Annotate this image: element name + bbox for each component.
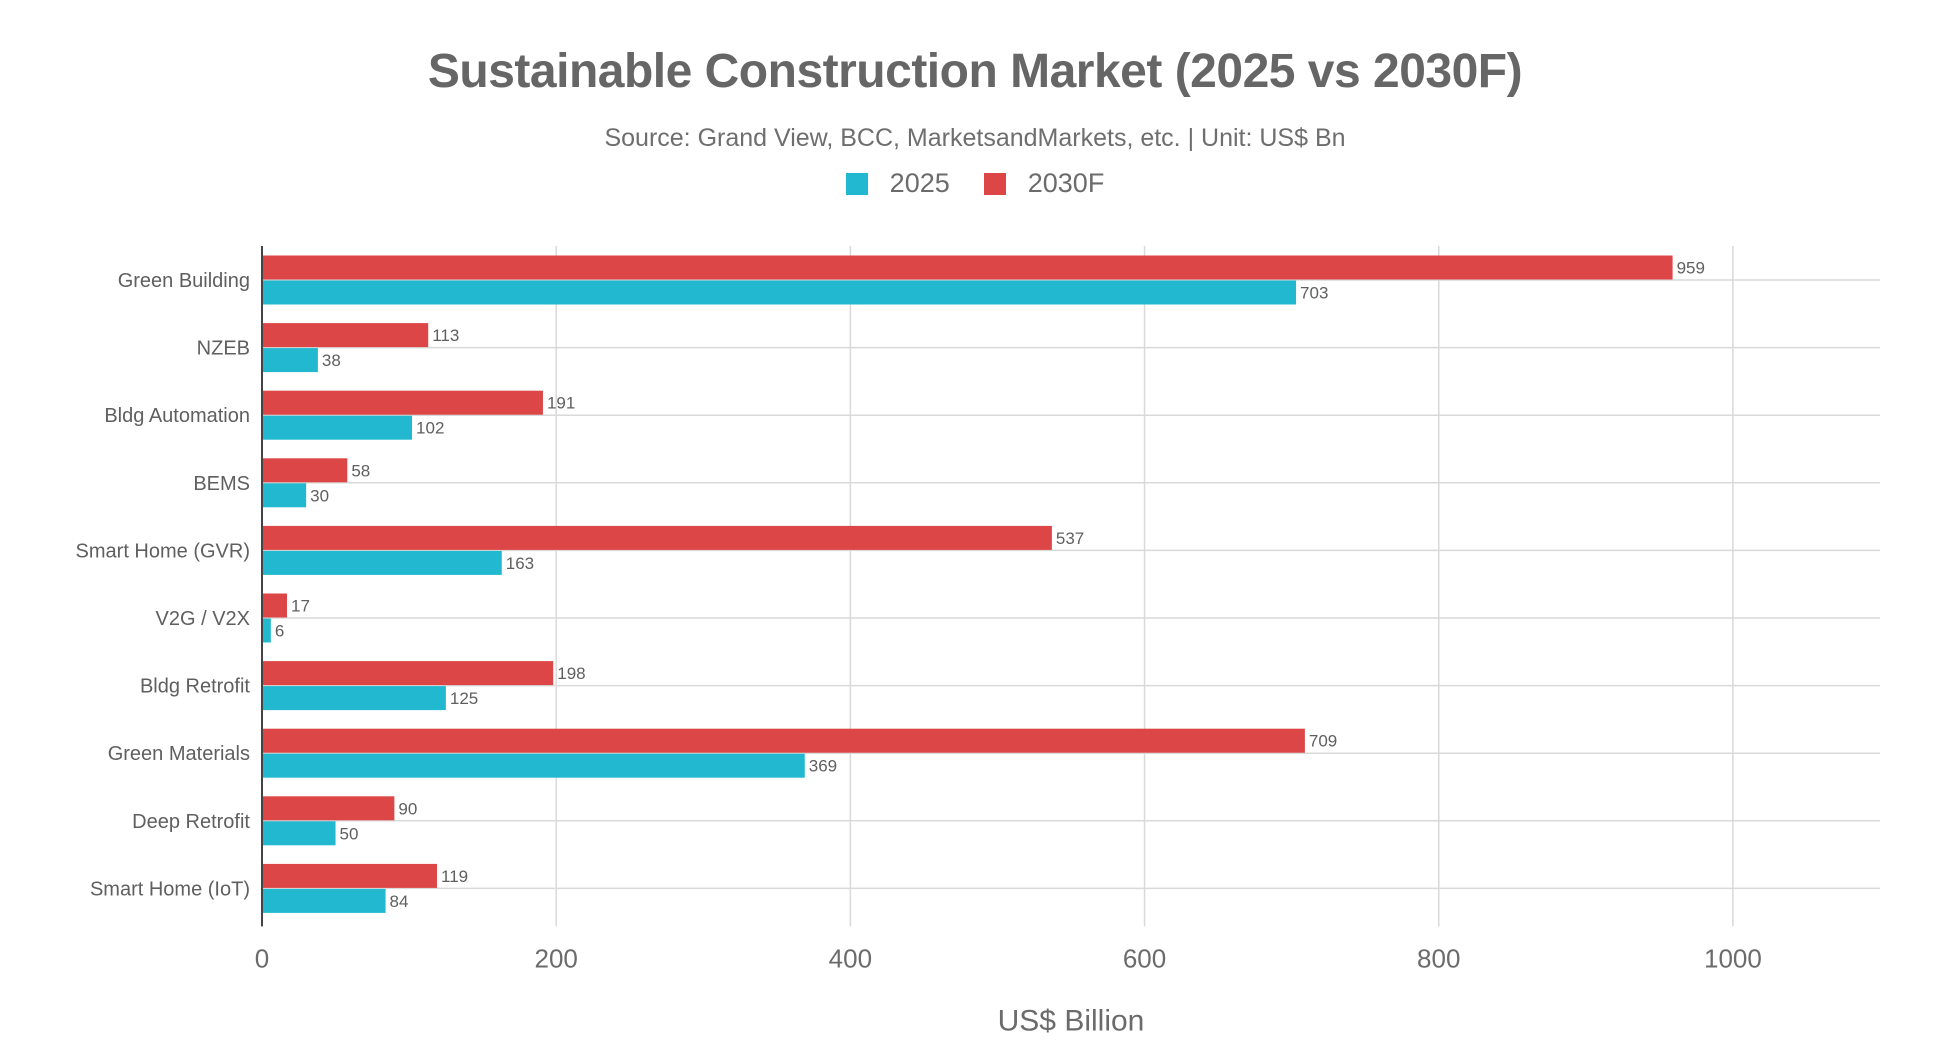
axes: 0 200 400 600 800 1000 Green Building NZEB Bldg … bbox=[76, 246, 1762, 973]
category-label-deep-retrofit: Deep Retrofit bbox=[132, 811, 250, 833]
category-label-bems: BEMS bbox=[193, 473, 250, 495]
category-label-v2g-v2x: V2G / V2X bbox=[156, 608, 251, 630]
value-label-green-building-2025: 703 bbox=[1300, 284, 1328, 303]
category-label-smart-home-iot: Smart Home (IoT) bbox=[90, 878, 250, 900]
legend-item-2030f[interactable]: 2030F bbox=[983, 168, 1105, 199]
chart-title: Sustainable Construction Market (2025 vs… bbox=[427, 45, 1523, 98]
chart-subtitle: Source: Grand View, BCC, MarketsandMarke… bbox=[604, 124, 1346, 152]
category-label-bldg-retrofit: Bldg Retrofit bbox=[140, 676, 250, 698]
value-label-bldg-automation-2030f: 191 bbox=[547, 394, 575, 413]
bar-v2g-v2x-2030f[interactable] bbox=[262, 593, 288, 618]
x-tick-label-400: 400 bbox=[829, 943, 872, 973]
bar-smart-home-iot-2025[interactable] bbox=[262, 888, 386, 913]
bar-smart-home-gvr-2025[interactable] bbox=[262, 550, 502, 575]
legend-label-2030f: 2030F bbox=[1027, 168, 1105, 198]
value-label-bems-2030f: 58 bbox=[351, 461, 370, 480]
value-label-deep-retrofit-2025: 50 bbox=[340, 824, 359, 843]
value-label-green-materials-2030f: 709 bbox=[1309, 732, 1337, 751]
bar-v2g-v2x-2025[interactable] bbox=[262, 618, 271, 643]
value-label-nzeb-2025: 38 bbox=[322, 351, 341, 370]
category-label-green-building: Green Building bbox=[118, 270, 250, 292]
x-tick-label-600: 600 bbox=[1123, 943, 1166, 973]
value-label-nzeb-2030f: 113 bbox=[432, 326, 459, 345]
legend-swatch-2030f bbox=[983, 172, 1006, 195]
bars: 703 959 38 113 102 191 30 58 163 537 6 17 125 198 369 7… bbox=[262, 255, 1705, 913]
category-label-green-materials: Green Materials bbox=[108, 743, 250, 765]
value-label-smart-home-iot-2025: 84 bbox=[390, 892, 409, 911]
x-tick-label-1000: 1000 bbox=[1704, 943, 1762, 973]
category-label-bldg-automation: Bldg Automation bbox=[104, 405, 250, 427]
value-label-bldg-retrofit-2025: 125 bbox=[450, 689, 478, 708]
value-label-deep-retrofit-2030f: 90 bbox=[398, 799, 417, 818]
value-label-smart-home-gvr-2025: 163 bbox=[506, 554, 534, 573]
x-tick-label-200: 200 bbox=[534, 943, 577, 973]
bar-nzeb-2030f[interactable] bbox=[262, 323, 429, 348]
bar-deep-retrofit-2025[interactable] bbox=[262, 821, 336, 846]
bar-bldg-automation-2025[interactable] bbox=[262, 415, 413, 440]
value-label-v2g-v2x-2025: 6 bbox=[275, 622, 284, 641]
category-label-nzeb: NZEB bbox=[197, 338, 250, 360]
bar-nzeb-2025[interactable] bbox=[262, 348, 318, 373]
category-label-smart-home-gvr: Smart Home (GVR) bbox=[76, 540, 250, 562]
bar-bldg-retrofit-2030f[interactable] bbox=[262, 661, 554, 686]
legend-item-2025[interactable]: 2025 bbox=[845, 168, 950, 199]
bar-green-materials-2025[interactable] bbox=[262, 753, 805, 778]
value-label-green-building-2030f: 959 bbox=[1677, 259, 1705, 278]
bar-bems-2030f[interactable] bbox=[262, 458, 348, 483]
legend-label-2025: 2025 bbox=[889, 168, 950, 198]
bar-smart-home-gvr-2030f[interactable] bbox=[262, 525, 1052, 550]
value-label-smart-home-iot-2030f: 119 bbox=[441, 867, 468, 886]
x-axis-title: US$ Billion bbox=[998, 1004, 1145, 1037]
value-label-smart-home-gvr-2030f: 537 bbox=[1056, 529, 1084, 548]
value-label-bldg-retrofit-2030f: 198 bbox=[557, 664, 585, 683]
value-label-bldg-automation-2025: 102 bbox=[416, 419, 444, 438]
bar-green-materials-2030f[interactable] bbox=[262, 728, 1305, 753]
x-tick-label-0: 0 bbox=[255, 943, 269, 973]
bar-green-building-2030f[interactable] bbox=[262, 255, 1673, 280]
x-tick-label-800: 800 bbox=[1417, 943, 1460, 973]
grid-lines bbox=[262, 246, 1880, 927]
value-label-green-materials-2025: 369 bbox=[809, 757, 837, 776]
bar-bldg-retrofit-2025[interactable] bbox=[262, 686, 446, 711]
bar-smart-home-iot-2030f[interactable] bbox=[262, 863, 438, 888]
legend-swatch-2025 bbox=[845, 172, 868, 195]
bar-deep-retrofit-2030f[interactable] bbox=[262, 796, 395, 821]
bar-bems-2025[interactable] bbox=[262, 483, 307, 508]
bar-bldg-automation-2030f[interactable] bbox=[262, 390, 543, 415]
value-label-bems-2025: 30 bbox=[310, 486, 329, 505]
bar-green-building-2025[interactable] bbox=[262, 280, 1297, 305]
legend: 2025 2030F bbox=[0, 168, 1950, 199]
value-label-v2g-v2x-2030f: 17 bbox=[291, 597, 310, 616]
